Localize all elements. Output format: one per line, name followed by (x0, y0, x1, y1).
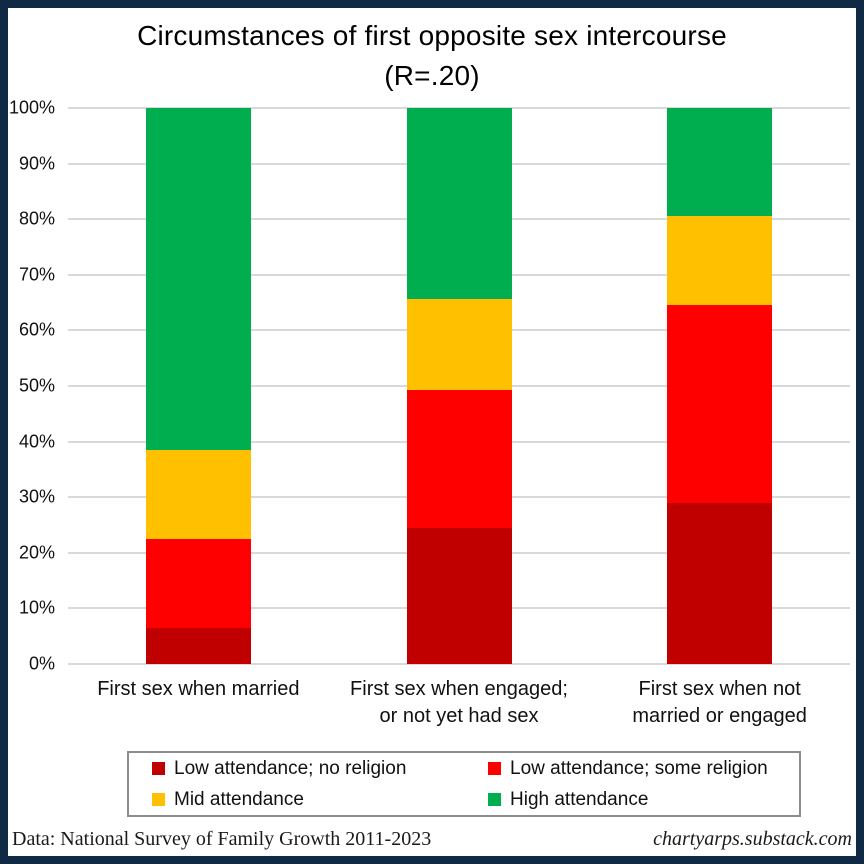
legend: Low attendance; no religion Low attendanc… (127, 751, 801, 817)
legend-label: Mid attendance (174, 788, 304, 810)
legend-label: High attendance (510, 788, 649, 810)
site-url-text: chartyarps.substack.com (653, 827, 852, 850)
x-axis-category-label: First sex when married (38, 676, 358, 703)
bar-segment (406, 108, 512, 300)
bar-segment (667, 502, 773, 664)
bar-segment (145, 449, 251, 539)
chart-title-line2: (R=.20) (384, 60, 480, 91)
x-axis-category-label-line: or not yet had sex (379, 705, 539, 727)
bar-segment (145, 538, 251, 628)
chart-title-line1: Circumstances of first opposite sex inte… (137, 20, 727, 51)
legend-swatch (152, 762, 165, 775)
y-tick-label: 30% (18, 486, 55, 507)
legend-label: Low attendance; some religion (510, 757, 768, 779)
legend-item: Low attendance; no religion (152, 758, 488, 780)
stacked-bar (145, 108, 251, 664)
legend-item: Mid attendance (152, 789, 488, 811)
x-axis-category-label-line: First sex when not (638, 678, 801, 700)
y-tick-label: 80% (18, 208, 55, 229)
x-axis-category-label: First sex when engaged; or not yet had se… (299, 676, 619, 730)
data-source-text: Data: National Survey of Family Growth 2… (12, 827, 432, 850)
y-tick-label: 60% (18, 319, 55, 340)
bar-segment (406, 389, 512, 528)
y-tick-label: 70% (18, 264, 55, 285)
bar-segment (406, 299, 512, 390)
y-tick-label: 40% (18, 431, 55, 452)
x-axis-category-label-line: First sex when engaged; (350, 678, 568, 700)
bar-segment (667, 215, 773, 306)
x-axis-category-label-line: married or engaged (632, 705, 807, 727)
y-tick-label: 0% (28, 653, 55, 674)
plot-area: 0% 10% 20% 30% 40% 50% 60% 70% 80% 90% 100% (9, 98, 850, 674)
y-tick-label: 50% (18, 375, 55, 396)
legend-item: High attendance (488, 789, 799, 811)
gridline (68, 663, 850, 665)
legend-swatch (152, 793, 165, 806)
y-tick-label: 10% (18, 597, 55, 618)
stacked-bar (667, 108, 773, 664)
legend-swatch (488, 762, 501, 775)
y-tick-label: 100% (8, 97, 55, 118)
gridline (68, 107, 850, 109)
y-tick-label: 90% (18, 153, 55, 174)
bar-segment (667, 108, 773, 216)
legend-label: Low attendance; no religion (174, 757, 407, 779)
bar-segment (667, 305, 773, 503)
chart-title: Circumstances of first opposite sex inte… (8, 16, 856, 96)
x-axis-labels: First sex when married First sex when eng… (68, 676, 850, 738)
footer: Data: National Survey of Family Growth 2… (12, 824, 852, 854)
x-axis-category-label: First sex when not married or engaged (560, 676, 856, 730)
legend-swatch (488, 793, 501, 806)
bar-segment (406, 527, 512, 664)
y-tick-label: 20% (18, 542, 55, 563)
x-axis-category-label-line: First sex when married (97, 678, 300, 700)
bar-segment (145, 627, 251, 664)
legend-item: Low attendance; some religion (488, 758, 799, 780)
bar-segment (145, 108, 251, 450)
stacked-bar (406, 108, 512, 664)
